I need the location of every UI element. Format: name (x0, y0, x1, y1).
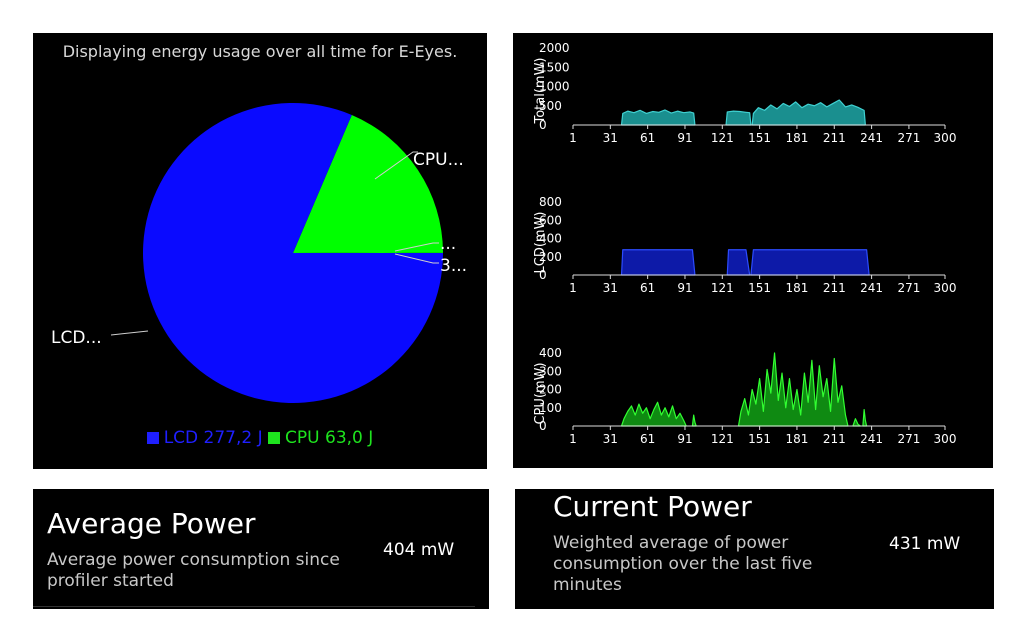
pie-label-other-1: ... (440, 234, 456, 254)
legend-label-lcd: LCD 277,2 J (163, 428, 263, 448)
power-charts-panel: 1 31 61 91 121 151 181 211 241 271 300 0 500 1000 1500… (513, 33, 993, 468)
total-x-tick-label: 61 (640, 131, 655, 145)
pie-leader-lcd (110, 330, 149, 336)
total-x-tick-label: 181 (785, 131, 808, 145)
legend-item-lcd: LCD 277,2 J (146, 428, 268, 448)
cpu-y-tick-label: 300 (539, 364, 562, 378)
average-power-desc-line: Average power consumption since (47, 550, 340, 570)
current-power-desc-line: consumption over the last five (553, 554, 813, 574)
lcd-x-tick-label: 61 (640, 281, 655, 295)
total-x-tick-label: 121 (711, 131, 734, 145)
total-y-tick-label: 2000 (539, 41, 570, 55)
total-x-tick-label: 271 (897, 131, 920, 145)
lcd-y-tick-label: 0 (539, 268, 547, 282)
cpu-y-axis-label: CPU(mW) (533, 362, 548, 424)
pie-slice-other (293, 252, 443, 253)
pie-slice-lcd (143, 103, 443, 403)
legend-swatch-cpu (268, 432, 281, 444)
cpu-x-tick-label: 181 (785, 432, 808, 446)
cpu-x-tick-label: 1 (569, 432, 577, 446)
energy-pie-panel: Displaying energy usage over all time fo… (33, 33, 487, 469)
cpu-x-tick-label: 61 (640, 432, 655, 446)
lcd-area-segment (726, 249, 751, 276)
pie-label-lcd: LCD... (51, 328, 102, 348)
cpu-area-segment (691, 414, 697, 427)
average-power-description: Average power consumption since profiler… (47, 550, 340, 592)
legend-swatch-lcd (146, 432, 159, 444)
cpu-area-segment (737, 352, 849, 427)
total-x-tick-label: 241 (860, 131, 883, 145)
lcd-x-tick-label: 151 (748, 281, 771, 295)
lcd-x-tick-label: 241 (860, 281, 883, 295)
current-power-description: Weighted average of power consumption ov… (553, 533, 812, 596)
cpu-y-tick-label: 400 (539, 346, 562, 360)
lcd-x-tick-label: 31 (603, 281, 618, 295)
cpu-x-tick-label: 151 (748, 432, 771, 446)
total-y-tick-label: 1000 (539, 80, 570, 94)
lcd-y-tick-label: 400 (539, 232, 562, 246)
lcd-x-tick-label: 211 (823, 281, 846, 295)
lcd-x-tick-label: 271 (897, 281, 920, 295)
cpu-area-segment (852, 418, 861, 427)
pie-leader-other-2 (394, 253, 439, 264)
cpu-area-segment (620, 401, 687, 427)
current-power-card[interactable]: Current Power Weighted average of power … (515, 489, 994, 609)
current-power-desc-line: Weighted average of power (553, 533, 789, 553)
cpu-y-tick-label: 100 (539, 401, 562, 415)
cpu-x-tick-label: 271 (897, 432, 920, 446)
average-power-desc-line: profiler started (47, 571, 174, 591)
total-area-segment (725, 110, 752, 126)
total-x-tick-label: 300 (934, 131, 957, 145)
cpu-area-segment (862, 408, 868, 427)
total-x-tick-label: 211 (823, 131, 846, 145)
current-power-value: 431 mW (889, 534, 961, 554)
cpu-x-tick-label: 91 (677, 432, 692, 446)
cpu-y-tick-label: 200 (539, 383, 562, 397)
lcd-x-tick-label: 1 (569, 281, 577, 295)
power-area-charts: 1 31 61 91 121 151 181 211 241 271 300050010001500… (533, 41, 957, 446)
current-power-title: Current Power (553, 490, 752, 523)
total-x-tick-label: 91 (677, 131, 692, 145)
lcd-y-tick-label: 200 (539, 250, 562, 264)
total-y-tick-label: 500 (539, 99, 562, 113)
legend-label-cpu: CPU 63,0 J (285, 428, 374, 448)
pie-leader-cpu (374, 151, 418, 180)
total-area-segment (620, 109, 696, 126)
lcd-area-segment (620, 249, 696, 276)
total-y-tick-label: 0 (539, 118, 547, 132)
current-power-desc-line: minutes (553, 575, 622, 595)
lcd-y-tick-label: 600 (539, 213, 562, 227)
lcd-y-axis-label: LCD(mW) (533, 212, 548, 274)
lcd-x-tick-label: 300 (934, 281, 957, 295)
total-y-tick-label: 1500 (539, 60, 570, 74)
average-power-title: Average Power (47, 507, 256, 540)
cpu-x-tick-label: 31 (603, 432, 618, 446)
lcd-y-tick-label: 800 (539, 195, 562, 209)
cpu-x-tick-label: 211 (823, 432, 846, 446)
pie-label-cpu: CPU... (413, 150, 464, 170)
pie-legend: LCD 277,2 J CPU 63,0 J (33, 428, 487, 448)
pie-title: Displaying energy usage over all time fo… (62, 42, 458, 61)
cpu-x-tick-label: 241 (860, 432, 883, 446)
total-x-tick-label: 1 (569, 131, 577, 145)
lcd-x-tick-label: 91 (677, 281, 692, 295)
total-y-axis-label: Total(mW) (533, 57, 548, 124)
total-x-tick-label: 31 (603, 131, 618, 145)
energy-pie-chart: LCD... CPU...... 3... (51, 103, 467, 403)
average-power-card[interactable]: Average Power Average power consumption … (33, 489, 489, 609)
total-x-tick-label: 151 (748, 131, 771, 145)
pie-leader-other-1 (394, 242, 439, 252)
cpu-x-tick-label: 121 (711, 432, 734, 446)
average-power-value: 404 mW (383, 540, 455, 560)
cpu-x-tick-label: 300 (934, 432, 957, 446)
legend-item-cpu: CPU 63,0 J (268, 428, 373, 448)
divider (33, 606, 475, 607)
pie-slice-cpu (293, 115, 443, 253)
cpu-y-tick-label: 0 (539, 419, 547, 433)
pie-label-other-2: 3... (440, 256, 467, 276)
total-area-segment (751, 99, 866, 126)
lcd-x-tick-label: 121 (711, 281, 734, 295)
lcd-x-tick-label: 181 (785, 281, 808, 295)
lcd-area-segment (750, 249, 870, 276)
